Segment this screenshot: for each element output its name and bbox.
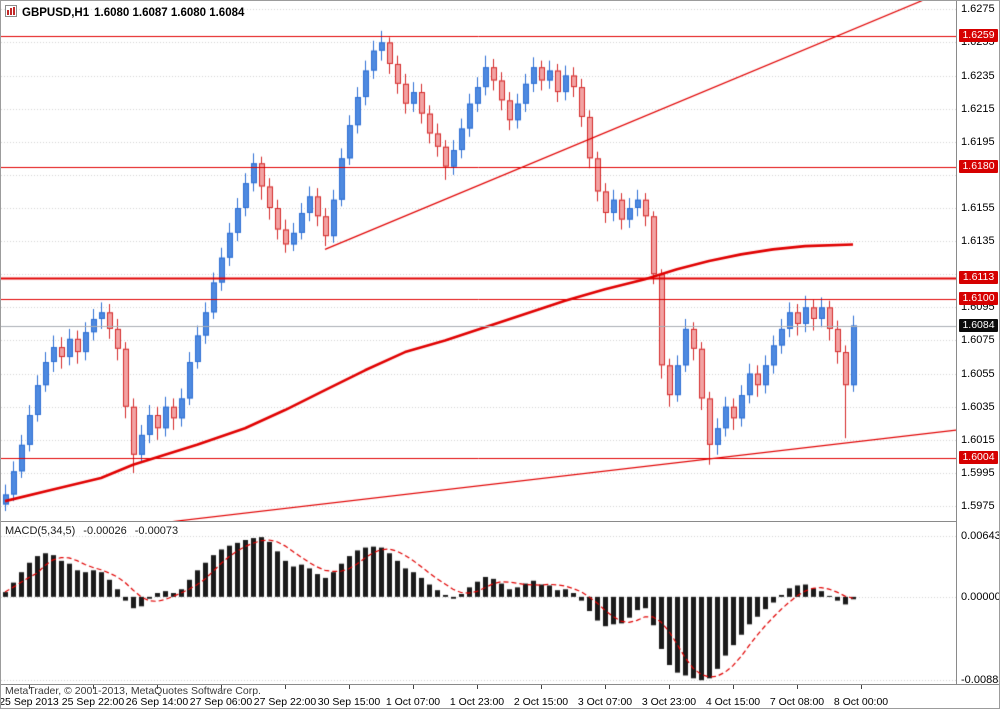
time-tick-label: 27 Sep 22:00: [253, 696, 317, 708]
time-tick-label: 25 Sep 22:00: [61, 696, 125, 708]
time-tick-label: 3 Oct 07:00: [577, 696, 633, 708]
main-chart-pane: GBPUSD,H1 1.6080 1.6087 1.6080 1.6084: [1, 1, 956, 521]
price-level-tag: 1.6259: [959, 28, 998, 42]
time-tick-label: 2 Oct 15:00: [513, 696, 569, 708]
price-tick-label: 1.5995: [961, 466, 995, 479]
time-tick-label: 25 Sep 2013: [0, 696, 59, 708]
price-tick-label: 1.6215: [961, 102, 995, 115]
price-tick-label: 1.6135: [961, 235, 995, 248]
time-tick: [733, 685, 734, 689]
time-tick: [605, 685, 606, 689]
price-tick-label: 1.5975: [961, 500, 995, 513]
price-tick-label: 1.6275: [961, 3, 995, 16]
time-tick: [157, 685, 158, 689]
time-tick-label: 1 Oct 23:00: [449, 696, 505, 708]
time-tick-label: 30 Sep 15:00: [317, 696, 381, 708]
time-tick-label: 26 Sep 14:00: [125, 696, 189, 708]
time-tick: [413, 685, 414, 689]
time-tick: [285, 685, 286, 689]
time-tick: [669, 685, 670, 689]
price-tick-label: 1.6235: [961, 69, 995, 82]
price-tick-label: 1.6055: [961, 367, 995, 380]
time-tick: [861, 685, 862, 689]
time-tick-label: 27 Sep 06:00: [189, 696, 253, 708]
price-tick-label: 1.6155: [961, 202, 995, 214]
time-tick-label: 1 Oct 07:00: [385, 696, 441, 708]
time-tick: [29, 685, 30, 689]
macd-tick-label: 0.00000: [961, 590, 1000, 603]
macd-canvas[interactable]: [1, 522, 956, 684]
price-axis[interactable]: 1.6275 1.6255 1.6235 1.6215 1.6195 1.6155 1.61…: [956, 1, 1000, 687]
time-axis[interactable]: MetaTrader, © 2001-2013, MetaQuotes Soft…: [1, 684, 999, 708]
price-level-tag: 1.6180: [959, 159, 998, 173]
time-tick-label: 4 Oct 15:00: [705, 696, 761, 708]
time-tick-label: 7 Oct 08:00: [769, 696, 825, 708]
macd-tick-label: -0.00883: [961, 674, 999, 687]
price-level-tag: 1.6113: [959, 270, 998, 284]
time-tick: [349, 685, 350, 689]
time-tick: [93, 685, 94, 689]
macd-tick-label: 0.00643: [961, 529, 1000, 542]
time-tick: [541, 685, 542, 689]
macd-indicator-pane: MACD(5,34,5) -0.00026 -0.00073: [1, 521, 956, 684]
price-tick-label: 1.6035: [961, 400, 995, 413]
time-tick-label: 3 Oct 23:00: [641, 696, 697, 708]
time-tick-label: 8 Oct 00:00: [833, 696, 889, 708]
price-tick-label: 1.6015: [961, 433, 995, 446]
bid-price-tag: 1.6084: [959, 318, 998, 332]
price-chart-canvas[interactable]: [1, 1, 956, 521]
price-level-tag: 1.6004: [959, 451, 998, 465]
time-tick: [797, 685, 798, 689]
price-tick-label: 1.6075: [961, 334, 995, 347]
copyright-watermark: MetaTrader, © 2001-2013, MetaQuotes Soft…: [5, 685, 261, 697]
time-tick: [477, 685, 478, 689]
time-tick: [221, 685, 222, 689]
price-tick-label: 1.6195: [961, 135, 995, 148]
price-level-tag: 1.6100: [959, 292, 998, 306]
